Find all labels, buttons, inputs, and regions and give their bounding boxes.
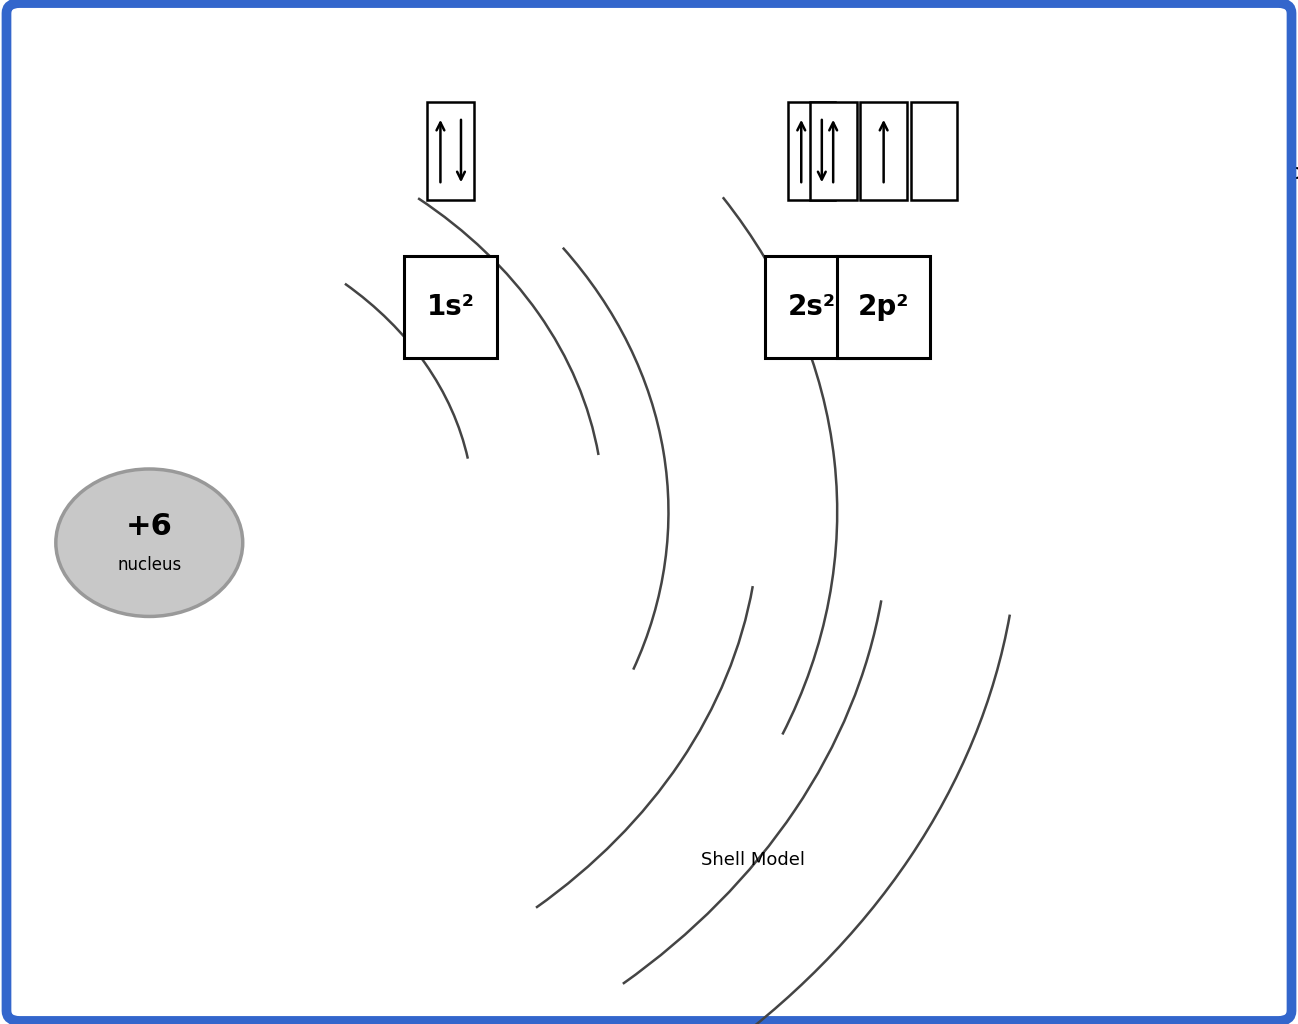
- Text: 1s²: 1s²: [427, 293, 475, 322]
- Polygon shape: [809, 532, 814, 737]
- Bar: [404, 256, 497, 358]
- Bar: [810, 102, 857, 200]
- Text: PES: PES: [929, 626, 966, 644]
- Text: 2s²: 2s²: [788, 293, 836, 322]
- Text: 2p²: 2p²: [858, 293, 910, 322]
- Circle shape: [56, 469, 243, 616]
- Text: Electron Configuration: Electron Configuration: [1225, 321, 1298, 335]
- Bar: [861, 102, 907, 200]
- Text: +6: +6: [126, 512, 173, 541]
- Bar: [837, 256, 931, 358]
- Polygon shape: [448, 532, 453, 737]
- Bar: [427, 102, 474, 200]
- Polygon shape: [881, 573, 887, 737]
- Bar: [765, 256, 858, 358]
- Text: Carbon: Carbon: [1051, 48, 1207, 86]
- Bar: [911, 102, 958, 200]
- Text: Orbital Diagram: Orbital Diagram: [1225, 167, 1298, 181]
- FancyBboxPatch shape: [6, 3, 1292, 1021]
- Text: nucleus: nucleus: [117, 556, 182, 573]
- Text: Shell Model: Shell Model: [701, 851, 805, 869]
- Bar: [788, 102, 835, 200]
